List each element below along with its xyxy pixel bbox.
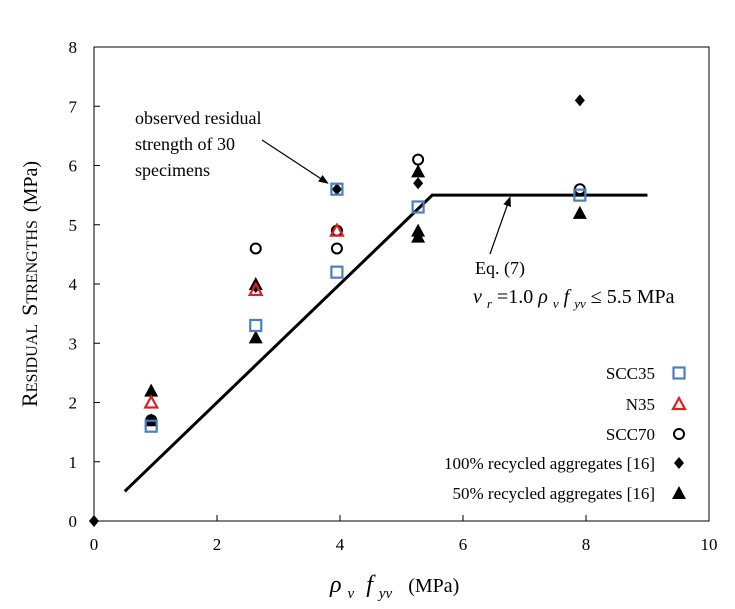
- legend-label: 50% recycled aggregates [16]: [453, 484, 655, 503]
- point-circle-open: [330, 242, 343, 255]
- legend-label: 100% recycled aggregates [16]: [444, 454, 655, 473]
- point-triangle-open: [247, 281, 264, 297]
- observed-annotation-line-2: strength of 30: [135, 134, 235, 154]
- x-tick-label: 6: [459, 535, 468, 554]
- y-tick-label: 3: [69, 334, 78, 353]
- equation-limit: ≤ 5.5 MPa: [591, 286, 675, 308]
- equation-eq-part: =1.0: [497, 286, 533, 308]
- equation-arrow: [489, 196, 511, 255]
- y-tick-label: 1: [69, 453, 78, 472]
- equation-v-sub: r: [487, 296, 493, 311]
- x-tick-label: 10: [701, 535, 718, 554]
- y-tick-label: 5: [69, 216, 78, 235]
- x-axis-label-rho: ρ: [329, 572, 342, 598]
- observed-annotation-line-1: observed residual: [135, 108, 261, 128]
- model-line-eq7: [123, 193, 648, 493]
- point-square-open: [249, 318, 263, 333]
- legend-label: SCC35: [606, 364, 655, 383]
- point-triangle-filled: [248, 330, 263, 344]
- equation-rho: ρ: [537, 286, 548, 308]
- point-diamond-filled: [413, 227, 424, 240]
- observed-annotation-arrow: [261, 139, 329, 184]
- x-tick-label: 4: [336, 535, 345, 554]
- point-square-open: [330, 182, 344, 196]
- y-axis-label-cap-2: S: [17, 304, 42, 316]
- x-tick-label: 0: [90, 535, 99, 554]
- equation-rho-sub: v: [553, 296, 559, 311]
- y-axis-ticks: 0 1 2 3 4 5 6 7 8: [69, 38, 100, 531]
- x-tick-label: 8: [582, 535, 591, 554]
- data-points: [89, 94, 587, 527]
- x-tick-label: 2: [213, 535, 222, 554]
- equation-f: f: [564, 286, 572, 308]
- y-tick-label: 8: [69, 38, 78, 57]
- legend-marker-diamond-filled: [674, 457, 684, 469]
- point-diamond-filled: [574, 94, 585, 107]
- legend-label: SCC70: [606, 425, 655, 444]
- point-diamond-filled: [331, 183, 342, 196]
- y-tick-label: 6: [69, 157, 78, 176]
- legend: SCC35 N35 SCC70 100% recycled aggregates [1…: [444, 364, 687, 503]
- equation-f-sub: yv: [572, 296, 586, 311]
- y-tick-label: 2: [69, 394, 78, 413]
- point-square-open: [330, 265, 344, 279]
- y-tick-label: 7: [69, 97, 78, 116]
- point-diamond-filled: [89, 515, 99, 527]
- equation-formula: v r =1.0 ρ v f yv ≤ 5.5 MPa: [473, 286, 675, 313]
- observed-annotation-line-3: specimens: [135, 160, 210, 180]
- y-axis-label-cap-1: R: [17, 392, 42, 407]
- y-axis-label-unit: (MPa): [20, 161, 42, 212]
- point-triangle-open: [143, 394, 160, 409]
- equation-v: v: [473, 286, 482, 308]
- x-axis-label-unit: (MPa): [408, 575, 459, 597]
- observed-annotation: observed residual strength of 30 specime…: [135, 108, 266, 180]
- x-axis-label-f: f: [366, 572, 376, 598]
- y-tick-label: 4: [69, 275, 78, 294]
- legend-marker-circle-open: [673, 428, 685, 440]
- point-triangle-filled: [144, 383, 159, 397]
- x-axis-label: ρ v f yv (MPa): [329, 572, 459, 604]
- point-triangle-open: [329, 222, 345, 237]
- legend-marker-triangle-filled: [672, 486, 686, 499]
- legend-label: N35: [626, 395, 655, 414]
- point-triangle-filled: [572, 205, 587, 219]
- legend-marker-triangle-open: [671, 395, 687, 411]
- point-square-open: [144, 419, 158, 433]
- point-square-open: [411, 200, 425, 214]
- point-square-open: [573, 188, 587, 202]
- equation-label: Eq. (7): [475, 258, 525, 279]
- point-circle-open: [249, 242, 262, 255]
- point-circle-open: [412, 153, 425, 166]
- y-axis-label: RESIDUAL STRENGTHS (MPa): [17, 161, 42, 407]
- y-axis-label-rest-2: TRENGTHS: [24, 220, 41, 304]
- x-axis-label-f-sub: yv: [377, 586, 393, 602]
- y-tick-label: 0: [69, 512, 78, 531]
- legend-marker-square-open: [672, 366, 686, 380]
- point-triangle-filled: [411, 164, 426, 178]
- point-diamond-filled: [413, 177, 424, 190]
- y-axis-label-rest-1: ESIDUAL: [24, 324, 41, 392]
- x-axis-label-rho-sub: v: [348, 586, 355, 602]
